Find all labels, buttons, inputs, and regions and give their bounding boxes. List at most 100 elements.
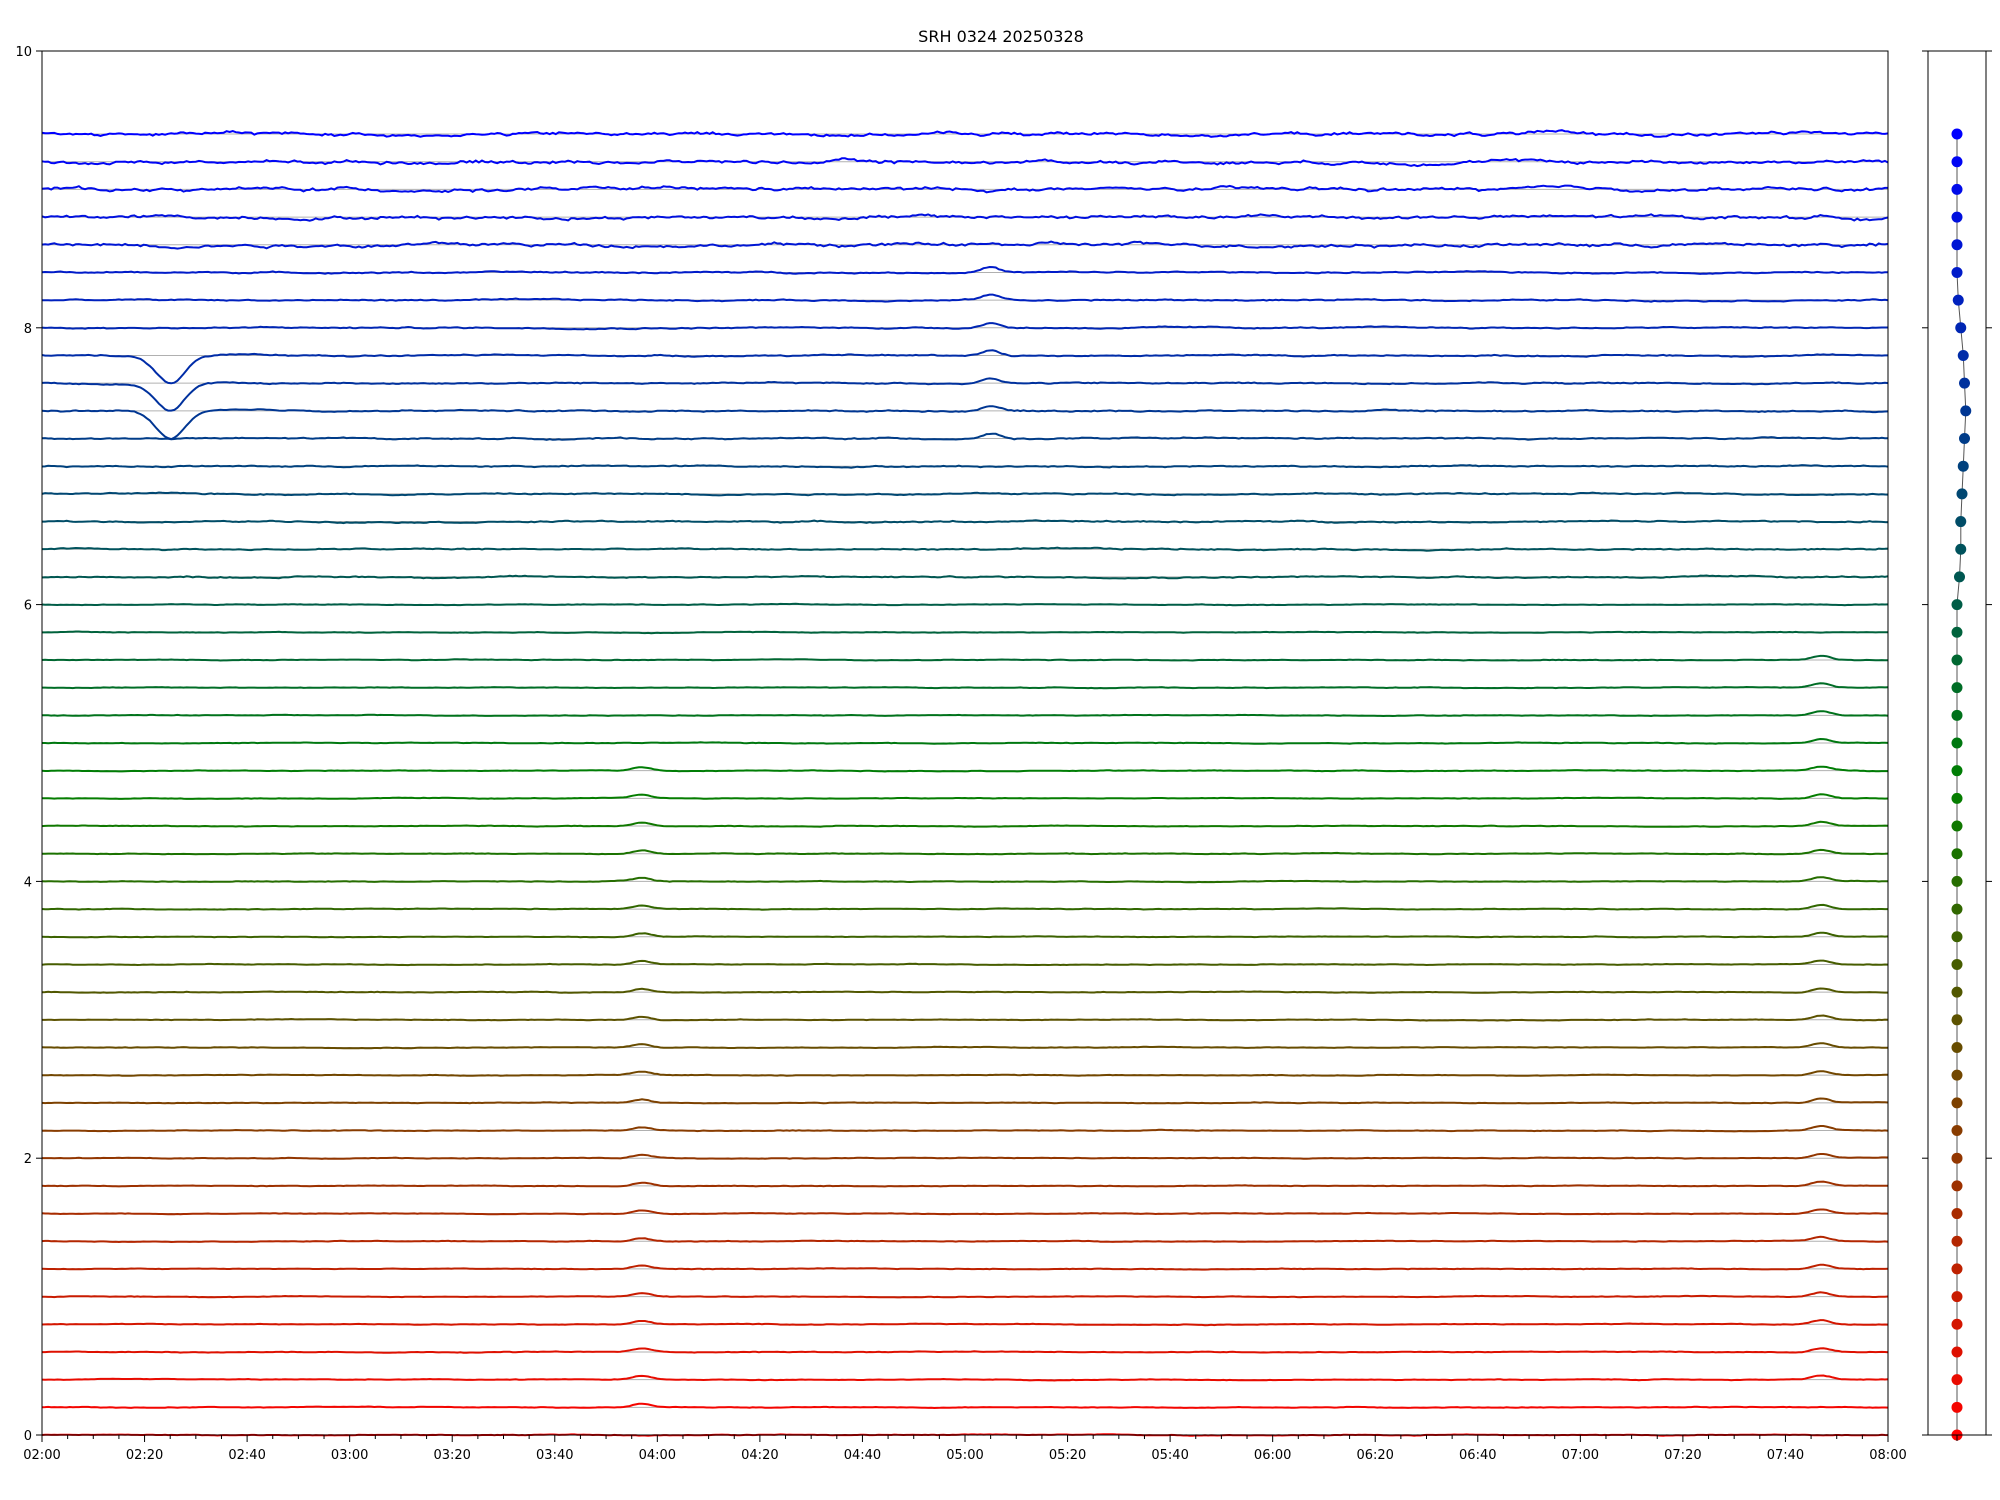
frequency-point-5 (1951, 1291, 1963, 1303)
main-plot-area: 02:00 02:20 02:40 03:00 03:20 03:40 04:00 04:20… (15, 45, 1906, 1463)
frequency-point-14 (1951, 1041, 1963, 1053)
x-tick-label: 06:40 (1459, 1448, 1496, 1463)
trace-26 (41, 710, 1889, 718)
side-plot-area (1922, 50, 1992, 1441)
trace-16 (41, 987, 1888, 994)
x-tick-label: 05:00 (946, 1448, 983, 1463)
x-tick-label: 04:20 (741, 1448, 778, 1463)
trace-42 (41, 265, 1889, 275)
frequency-point-12 (1951, 1097, 1963, 1109)
trace-37 (41, 405, 1889, 441)
trace-36 (41, 432, 1889, 441)
frequency-point-34 (1956, 488, 1968, 500)
y-tick-label: 8 (24, 322, 32, 337)
trace-17 (41, 959, 1889, 967)
frequency-point-36 (1959, 433, 1970, 445)
trace-6 (41, 1263, 1889, 1271)
frequency-point-40 (1955, 322, 1967, 334)
trace-1 (41, 1402, 1889, 1410)
frequency-point-45 (1951, 183, 1963, 195)
x-tick-label: 04:00 (639, 1448, 676, 1463)
x-tick-label: 07:20 (1664, 1448, 1701, 1463)
frequency-point-24 (1951, 765, 1963, 777)
frequency-point-15 (1951, 1014, 1963, 1026)
frequency-point-29 (1951, 626, 1963, 638)
trace-7 (41, 1235, 1889, 1244)
frequency-point-39 (1957, 349, 1969, 361)
trace-9 (41, 1180, 1888, 1188)
trace-3 (42, 1347, 1889, 1354)
trace-32 (42, 546, 1889, 552)
frequency-point-43 (1951, 239, 1963, 251)
x-tick-label: 02:00 (23, 1448, 60, 1463)
frequency-point-31 (1954, 571, 1965, 583)
trace-46 (41, 157, 1889, 168)
frequency-point-22 (1951, 820, 1963, 832)
trace-25 (42, 737, 1889, 745)
trace-23 (41, 793, 1889, 800)
x-tick-label: 04:40 (844, 1448, 881, 1463)
y-tick-label: 0 (24, 1429, 32, 1444)
side-y-axis (1922, 50, 1992, 1441)
frequency-point-7 (1951, 1235, 1963, 1247)
chart-title: SRH 0324 20250328 (918, 27, 1084, 46)
frequency-point-23 (1951, 792, 1963, 804)
frequency-point-17 (1951, 958, 1963, 970)
trace-30 (41, 602, 1889, 607)
x-tick-label: 05:20 (1049, 1448, 1086, 1463)
frequency-point-42 (1951, 266, 1963, 278)
x-axis: 02:00 02:20 02:40 03:00 03:20 03:40 04:00 04:20… (23, 1435, 1907, 1463)
frequency-point-35 (1957, 460, 1969, 472)
frequency-point-20 (1951, 875, 1963, 887)
trace-10 (42, 1153, 1889, 1160)
x-tick-label: 06:20 (1356, 1448, 1393, 1463)
trace-29 (42, 630, 1888, 635)
frequency-points (1951, 128, 1972, 1441)
frequency-point-44 (1951, 211, 1963, 223)
frequency-point-33 (1955, 516, 1967, 528)
frequency-point-9 (1951, 1180, 1963, 1192)
y-tick-label: 6 (24, 599, 32, 614)
x-tick-label: 03:00 (331, 1448, 368, 1463)
trace-8 (41, 1208, 1889, 1216)
frequency-point-19 (1951, 903, 1963, 915)
frequency-point-37 (1960, 405, 1972, 417)
trace-14 (41, 1042, 1888, 1050)
y-tick-label: 10 (15, 45, 32, 60)
trace-41 (42, 293, 1889, 303)
trace-28 (41, 654, 1889, 662)
frequency-point-21 (1951, 848, 1963, 860)
trace-12 (41, 1097, 1889, 1105)
trace-31 (41, 574, 1889, 580)
frequency-point-41 (1952, 294, 1964, 306)
trace-19 (41, 903, 1888, 911)
frequency-point-25 (1951, 737, 1963, 749)
trace-15 (42, 1014, 1889, 1022)
trace-22 (41, 820, 1889, 828)
trace-40 (41, 322, 1888, 331)
trace-47 (41, 129, 1889, 138)
trace-5 (42, 1291, 1889, 1299)
frequency-point-18 (1951, 931, 1963, 943)
frequency-point-11 (1951, 1125, 1963, 1137)
frequency-point-1 (1951, 1401, 1963, 1413)
frequency-point-6 (1951, 1263, 1963, 1275)
trace-4 (41, 1319, 1889, 1327)
trace-20 (41, 876, 1888, 884)
y-tick-label: 4 (24, 875, 32, 890)
frequency-point-30 (1951, 599, 1963, 611)
frequency-point-47 (1951, 128, 1963, 140)
trace-27 (42, 682, 1889, 690)
trace-39 (41, 349, 1888, 385)
trace-series (41, 129, 1889, 1437)
trace-21 (42, 848, 1889, 856)
x-tick-label: 07:40 (1767, 1448, 1804, 1463)
frequency-point-28 (1951, 654, 1963, 666)
frequency-point-3 (1951, 1346, 1963, 1358)
frequency-point-27 (1951, 682, 1963, 694)
trace-34 (41, 491, 1889, 497)
trace-24 (41, 765, 1888, 773)
trace-43 (41, 240, 1889, 250)
